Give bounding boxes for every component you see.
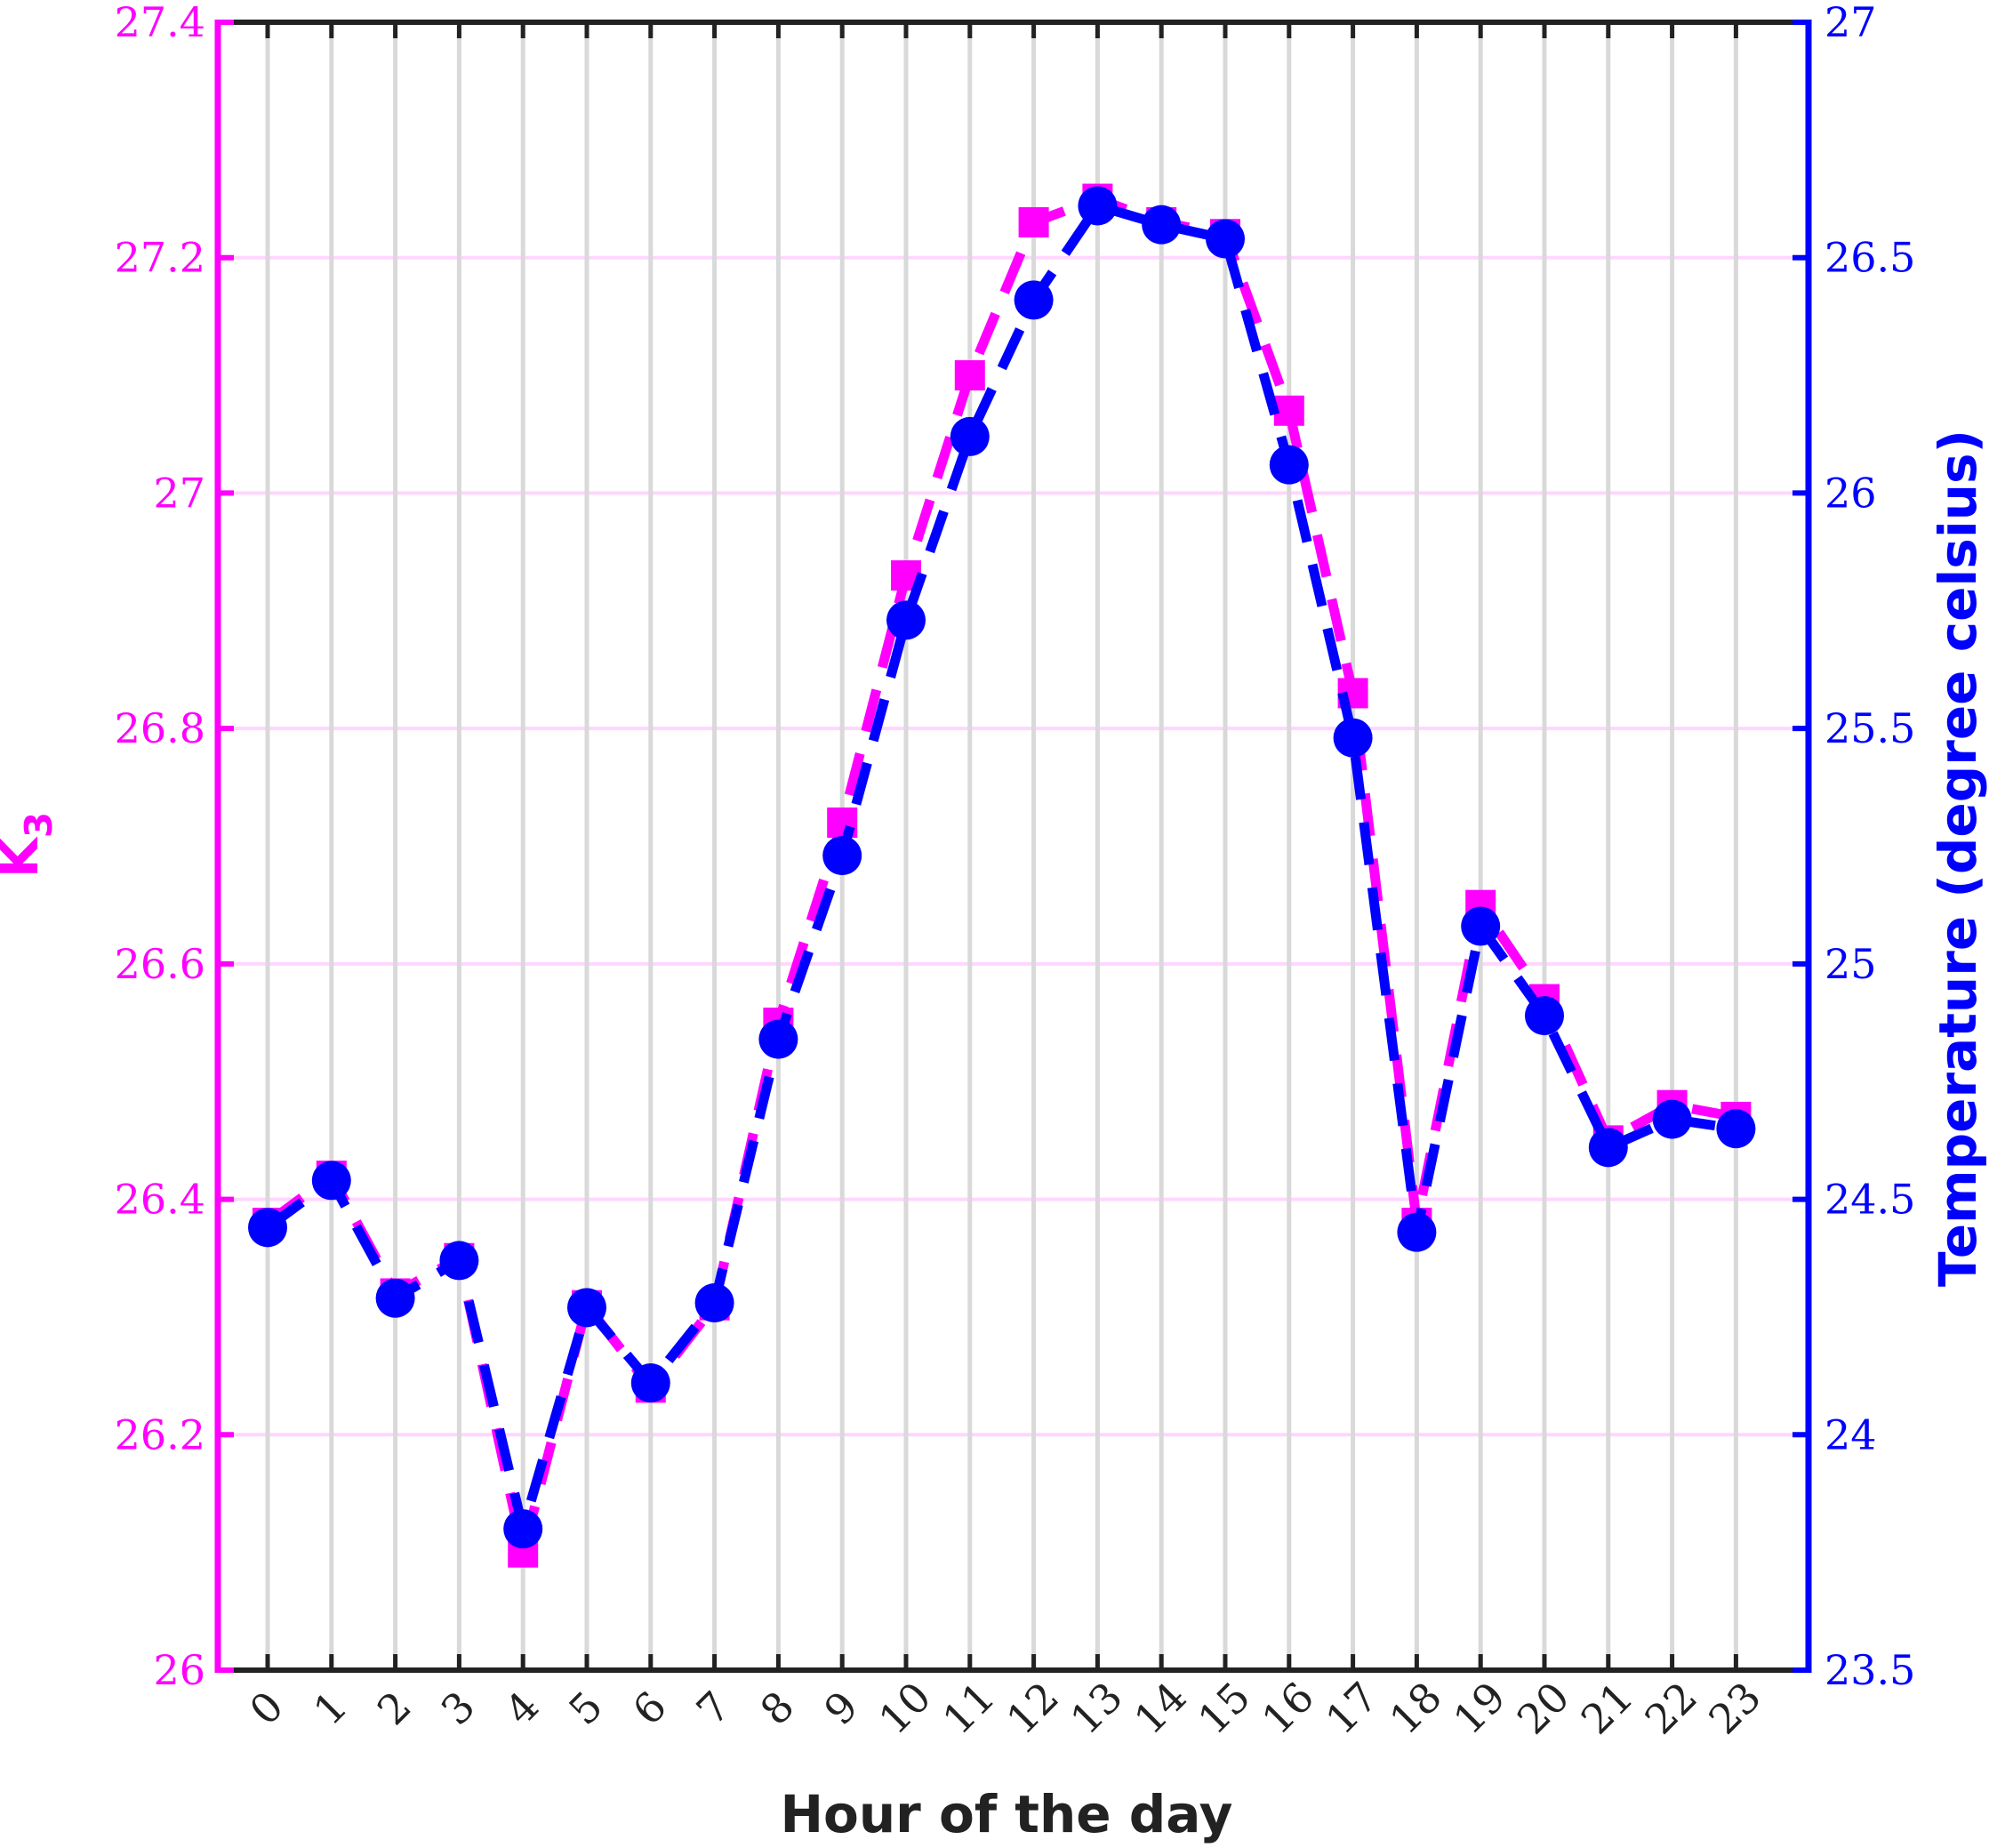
data-point-circle — [1716, 1109, 1756, 1149]
x-tick-label: 22 — [1635, 1673, 1706, 1744]
x-tick-label: 5 — [559, 1682, 612, 1734]
left-tick-label: 26.6 — [115, 940, 205, 988]
x-tick-label: 14 — [1125, 1673, 1196, 1744]
right-tick-label: 23.5 — [1825, 1646, 1915, 1694]
x-tick-label: 1 — [304, 1682, 357, 1734]
data-point-circle — [758, 1019, 798, 1059]
x-tick-label: 16 — [1253, 1673, 1324, 1744]
x-tick-label: 7 — [687, 1682, 740, 1734]
data-point-square — [1273, 395, 1304, 426]
x-tick-label: 20 — [1508, 1673, 1579, 1744]
data-point-circle — [248, 1208, 287, 1248]
data-point-circle — [694, 1283, 734, 1323]
left-tick-label: 26.8 — [115, 704, 205, 752]
data-point-circle — [886, 600, 926, 640]
series-line-right — [264, 200, 1737, 1534]
data-point-circle — [1206, 219, 1245, 259]
left-tick-label: 26.2 — [115, 1410, 205, 1458]
right-tick-label: 25 — [1825, 940, 1877, 988]
x-tick-label: 17 — [1316, 1673, 1387, 1744]
x-tick-label: 6 — [623, 1682, 676, 1734]
right-axis-title: Temperature (degree celsius) — [1928, 430, 1988, 1287]
data-point-circle — [1269, 445, 1309, 485]
left-tick-label: 26.4 — [115, 1176, 205, 1224]
left-axis-title-main: K — [0, 836, 50, 878]
data-point-circle — [822, 836, 862, 876]
x-tick-label: 21 — [1572, 1673, 1643, 1744]
x-tick-label: 4 — [495, 1682, 548, 1734]
data-point-square — [1018, 207, 1049, 238]
x-tick-label: 10 — [870, 1673, 941, 1744]
left-tick-label: 27.2 — [115, 234, 205, 282]
data-point-square — [954, 360, 985, 391]
right-tick-label: 26 — [1825, 469, 1877, 517]
x-tick-label: 9 — [814, 1682, 867, 1734]
right-tick-label: 26.5 — [1825, 234, 1915, 282]
left-tick-label: 26 — [153, 1646, 205, 1694]
data-point-circle — [1397, 1212, 1437, 1252]
data-point-circle — [375, 1278, 415, 1318]
tick-labels: 0 1 2 3 4 5 6 7 8 9 101112131415161718192021222326… — [115, 0, 1916, 1743]
data-point-circle — [1142, 205, 1182, 245]
x-tick-label: 0 — [240, 1682, 293, 1734]
x-tick-label: 19 — [1444, 1673, 1515, 1744]
right-tick-label: 24 — [1825, 1410, 1877, 1458]
x-tick-label: 12 — [997, 1673, 1068, 1744]
data-point-circle — [1588, 1128, 1628, 1168]
right-tick-label: 27 — [1825, 0, 1877, 46]
right-tick-label: 25.5 — [1825, 704, 1915, 752]
series-line-left — [264, 194, 1737, 1558]
series-group — [248, 183, 1756, 1568]
x-tick-label: 8 — [751, 1682, 804, 1734]
data-point-circle — [1525, 996, 1564, 1036]
data-point-circle — [950, 416, 990, 456]
data-point-circle — [311, 1161, 351, 1201]
left-tick-label: 27.4 — [115, 0, 205, 46]
x-tick-label: 11 — [934, 1673, 1005, 1744]
data-point-circle — [567, 1288, 606, 1328]
right-tick-label: 24.5 — [1825, 1176, 1915, 1224]
data-point-circle — [439, 1241, 479, 1281]
x-tick-label: 2 — [368, 1682, 421, 1734]
x-tick-label: 13 — [1061, 1673, 1132, 1744]
x-tick-label: 18 — [1380, 1673, 1451, 1744]
left-axis-title: K3 — [0, 812, 60, 878]
x-tick-label: 23 — [1699, 1673, 1770, 1744]
data-point-circle — [630, 1363, 670, 1403]
data-point-circle — [503, 1509, 543, 1549]
x-tick-label: 3 — [432, 1682, 485, 1734]
data-point-circle — [1078, 186, 1118, 226]
x-axis-title: Hour of the day — [781, 1784, 1233, 1844]
left-axis-title-subscript: 3 — [17, 812, 60, 838]
x-tick-label: 15 — [1189, 1673, 1260, 1744]
grid — [218, 22, 1809, 1670]
data-point-circle — [1461, 906, 1501, 946]
left-tick-label: 27 — [153, 469, 205, 517]
data-point-circle — [1652, 1099, 1692, 1139]
plot-frame — [214, 20, 1812, 1673]
data-point-circle — [1333, 718, 1373, 758]
data-point-circle — [1014, 280, 1054, 320]
